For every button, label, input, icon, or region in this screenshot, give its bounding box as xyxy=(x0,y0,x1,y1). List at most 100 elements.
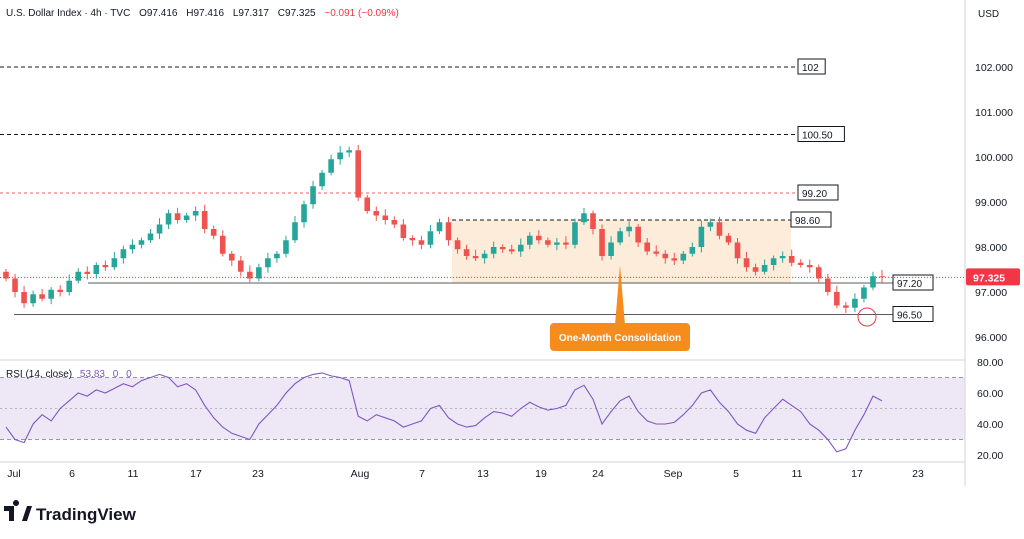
horizontal-levels: 102 100.50 99.20 98.60 97.20 96.50 xyxy=(0,58,934,322)
candle-body xyxy=(626,226,632,232)
level-tag xyxy=(892,274,934,291)
low-value: L97.317 xyxy=(233,8,270,19)
candle-body xyxy=(183,215,190,220)
candle-body xyxy=(66,280,73,292)
high-value: H97.416 xyxy=(186,8,224,19)
price-tick-label: 98.000 xyxy=(975,242,1007,254)
brand-name: TradingView xyxy=(36,505,137,524)
consolidation-callout-arrow xyxy=(615,265,625,325)
candle-body xyxy=(265,258,271,268)
candle-body xyxy=(716,222,723,236)
candle-body xyxy=(256,267,262,279)
candle-body xyxy=(843,305,849,308)
rsi-axis[interactable]: 80.00 60.00 40.00 20.00 xyxy=(977,357,1003,462)
candle-body xyxy=(120,249,127,259)
candle-body xyxy=(274,253,280,259)
time-tick-label: 13 xyxy=(477,468,489,480)
candle-body xyxy=(581,213,587,223)
candle-body xyxy=(57,289,63,292)
price-tick-label: 99.000 xyxy=(975,197,1007,209)
candle-body xyxy=(319,172,325,187)
candle-body xyxy=(870,276,876,288)
candle-body xyxy=(39,294,45,299)
currency-label[interactable]: USD xyxy=(978,9,999,20)
rsi-value: 53.83 xyxy=(80,369,105,380)
candle-body xyxy=(111,258,118,268)
candle-body xyxy=(454,240,461,250)
candle-body xyxy=(662,253,669,259)
candle-body xyxy=(283,240,289,254)
consolidation-callout-label: One-Month Consolidation xyxy=(559,333,681,344)
rsi-tick-label: 20.00 xyxy=(977,450,1003,462)
change-value: −0.091 (−0.09%) xyxy=(324,8,399,19)
tradingview-logo-icon xyxy=(4,499,32,521)
last-price-tag xyxy=(966,268,1020,286)
candle-body xyxy=(346,150,352,153)
candle-body xyxy=(797,262,804,265)
level-tag xyxy=(797,58,826,75)
candle-body xyxy=(21,292,27,304)
candle-body xyxy=(608,242,614,256)
level-label: 100.50 xyxy=(802,131,833,142)
candle-body xyxy=(825,278,831,292)
candle-body xyxy=(635,226,641,243)
time-tick-label: Jul xyxy=(7,468,20,480)
candle-body xyxy=(680,253,687,261)
level-tag xyxy=(790,211,832,228)
rsi-tick-label: 40.00 xyxy=(977,419,1003,431)
candle-body xyxy=(779,256,786,259)
time-tick-label: 7 xyxy=(419,468,425,480)
candle-body xyxy=(427,231,434,245)
candle-body xyxy=(102,265,109,268)
candle-body xyxy=(815,267,822,279)
candle-body xyxy=(228,253,235,261)
candlestick-series xyxy=(3,144,885,314)
tradingview-logo: TradingView xyxy=(4,499,137,524)
candle-body xyxy=(653,251,660,254)
candle-body xyxy=(644,242,650,252)
candle-body xyxy=(563,242,569,245)
rsi-line xyxy=(5,372,883,453)
candle-body xyxy=(219,235,226,254)
candle-body xyxy=(761,265,768,272)
candle-body xyxy=(310,186,316,205)
candle-body xyxy=(364,197,371,211)
candle-body xyxy=(526,235,533,245)
candle-body xyxy=(490,247,497,254)
candle-body xyxy=(554,242,560,245)
candle-body xyxy=(409,238,416,241)
candle-body xyxy=(247,271,253,279)
candle-body xyxy=(436,222,443,232)
rsi-label: RSI (14, close) xyxy=(6,369,72,380)
candle-body xyxy=(852,298,858,308)
candle-body xyxy=(499,247,506,250)
candle-body xyxy=(147,233,154,241)
time-tick-label: 19 xyxy=(535,468,547,480)
candle-body xyxy=(373,211,380,216)
symbol-title: U.S. Dollar Index · 4h · TVC xyxy=(6,8,130,19)
time-tick-label: Sep xyxy=(664,468,683,480)
candle-body xyxy=(671,258,678,261)
time-axis[interactable]: Jul 6 11 17 23 Aug 7 13 19 24 Sep 5 11 17 23 xyxy=(7,468,924,480)
candle-body xyxy=(12,278,18,292)
candle-body xyxy=(698,226,705,247)
candle-body xyxy=(93,265,100,274)
candle-body xyxy=(806,265,813,268)
swing-low-marker xyxy=(857,307,877,327)
level-label: 102 xyxy=(802,63,819,74)
candle-body xyxy=(517,244,524,252)
candle-body xyxy=(445,222,452,241)
price-tick-label: 96.000 xyxy=(975,332,1007,344)
candle-body xyxy=(84,271,91,274)
level-label: 99.20 xyxy=(802,189,827,200)
candle-body xyxy=(400,224,407,238)
candle-body xyxy=(355,150,362,198)
time-tick-label: 17 xyxy=(190,468,202,480)
consolidation-zone xyxy=(452,220,791,283)
price-axis[interactable]: 102.000 101.000 100.000 99.000 98.000 97.000 9… xyxy=(975,62,1013,344)
time-tick-label: 24 xyxy=(592,468,604,480)
candle-body xyxy=(590,213,596,229)
candle-body xyxy=(238,260,244,272)
level-tag xyxy=(797,184,839,201)
